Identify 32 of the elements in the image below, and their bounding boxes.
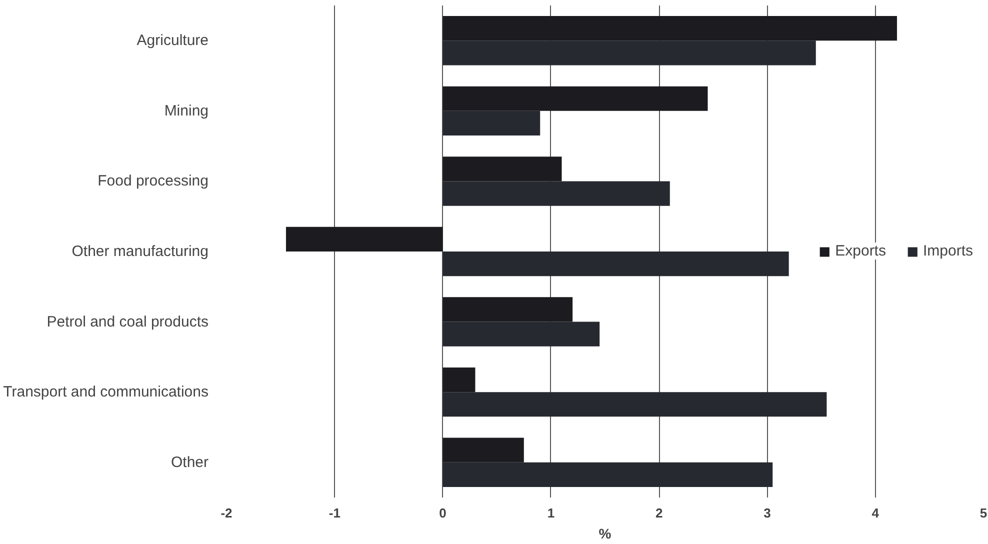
bar (442, 252, 789, 276)
x-tick-label: -1 (328, 506, 340, 520)
legend-label: Imports (922, 242, 973, 260)
x-tick-label: 2 (655, 506, 663, 520)
bar (442, 392, 827, 417)
bar (442, 16, 897, 41)
bar (286, 226, 443, 252)
y-tick-label: Mining (164, 102, 208, 120)
x-tick-label: -2 (220, 506, 232, 520)
bar (442, 297, 573, 322)
bar (442, 181, 670, 206)
y-tick-label: Other manufacturing (72, 243, 209, 260)
bar (442, 110, 540, 136)
x-tick-label: 1 (547, 506, 555, 520)
legend-label: Exports (835, 242, 886, 260)
x-tick-label: 4 (872, 506, 880, 520)
bar (442, 462, 773, 487)
x-tick-label: 3 (764, 506, 771, 520)
x-tick-label: 0 (439, 506, 446, 520)
x-tick-label: 5 (980, 506, 988, 520)
y-tick-label: Other (170, 454, 209, 471)
bar (442, 322, 600, 346)
bar (442, 156, 562, 182)
x-axis-title: % (598, 526, 612, 542)
bar (442, 40, 816, 66)
bar (442, 367, 476, 392)
y-tick-label: Petrol and coal products (46, 313, 209, 330)
bar (442, 438, 524, 462)
y-tick-label: Food processing (98, 172, 209, 190)
y-tick-label: Agriculture (136, 32, 209, 50)
bar (442, 86, 708, 111)
y-tick-label: Transport and communications (3, 384, 209, 401)
